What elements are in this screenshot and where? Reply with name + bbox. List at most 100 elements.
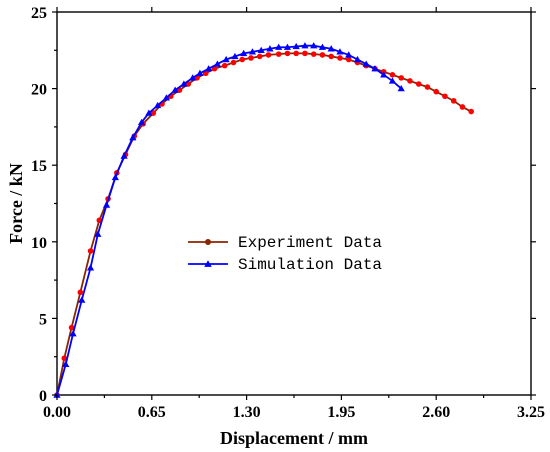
data-point [137, 118, 146, 126]
data-point [388, 77, 397, 84]
data-point [213, 60, 222, 67]
x-tick-label: 1.30 [233, 404, 261, 421]
y-tick-label: 25 [31, 5, 47, 22]
data-point [283, 43, 292, 50]
data-point [129, 134, 137, 141]
data-point [189, 74, 197, 81]
plot-area [56, 11, 532, 396]
data-point [318, 43, 327, 50]
legend-label: Simulation Data [238, 256, 382, 274]
x-tick-label: 3.25 [517, 404, 545, 421]
data-point [86, 264, 95, 271]
x-axis-title: Displacement / mm [220, 428, 368, 448]
data-point [302, 50, 308, 57]
x-tick-label: 0.65 [138, 404, 166, 421]
legend-item: Experiment Data [188, 234, 382, 252]
data-point [362, 60, 370, 67]
data-point [310, 42, 318, 49]
data-point [407, 78, 413, 84]
data-point [310, 51, 317, 57]
data-point [102, 201, 111, 208]
data-point [345, 51, 353, 58]
data-point [231, 52, 239, 60]
data-point [62, 360, 70, 368]
data-point [450, 98, 457, 104]
data-point [371, 65, 379, 72]
data-point [459, 104, 466, 110]
data-point [240, 49, 248, 57]
data-point [87, 248, 94, 254]
series-line [56, 44, 402, 396]
data-point [230, 59, 237, 66]
data-point [328, 53, 334, 60]
data-point [162, 94, 170, 101]
data-point [319, 52, 326, 58]
data-point [69, 330, 77, 337]
y-tick-label: 10 [31, 235, 47, 252]
data-point [275, 51, 282, 57]
series-simulation [53, 42, 405, 398]
y-tick-label: 15 [31, 158, 47, 175]
data-point [248, 48, 257, 55]
data-point [171, 86, 179, 93]
data-point [442, 93, 448, 100]
legend-item: Simulation Data [188, 256, 382, 274]
series-experiment [54, 50, 475, 398]
data-point [353, 55, 362, 63]
data-point [327, 45, 335, 52]
data-point [78, 296, 86, 303]
y-tick-label: 20 [31, 82, 47, 99]
data-point [68, 324, 75, 331]
legend: Experiment Data Simulation Data [188, 234, 382, 274]
data-point [205, 65, 213, 72]
data-point [77, 289, 84, 296]
y-tick-label: 5 [39, 311, 47, 328]
data-point [398, 75, 404, 81]
series-layer [53, 42, 475, 398]
data-point [397, 85, 405, 92]
data-point [266, 45, 274, 52]
legend-label: Experiment Data [238, 234, 382, 252]
data-point [196, 69, 204, 76]
data-point [94, 230, 102, 237]
series-line [56, 52, 472, 396]
y-axis-title: Force / kN [6, 163, 26, 244]
data-point [257, 46, 265, 53]
data-point [415, 81, 422, 87]
data-point [150, 110, 157, 116]
data-point [301, 42, 309, 49]
data-point [293, 50, 299, 57]
data-point [389, 72, 396, 78]
data-point [145, 109, 153, 116]
data-point [424, 84, 431, 90]
data-point [180, 80, 188, 87]
data-point [468, 108, 475, 115]
plot-frame [56, 11, 532, 396]
legend-swatch-marker [205, 239, 211, 245]
data-point [292, 42, 300, 50]
data-point [380, 71, 388, 78]
data-point [284, 50, 291, 57]
data-point [275, 43, 283, 50]
data-point [256, 53, 263, 60]
data-point [337, 55, 343, 61]
data-point [120, 152, 128, 159]
data-point [154, 101, 162, 109]
data-point [265, 52, 272, 58]
data-point [345, 56, 352, 63]
data-point [336, 48, 344, 55]
x-tick-label: 1.95 [327, 404, 355, 421]
data-point [222, 55, 230, 63]
data-point [239, 56, 246, 63]
axes-layer: 0.00 0.65 1.30 1.95 2.60 3.25 0 5 10 15 20 25 [31, 5, 545, 421]
legend-swatch-marker [204, 260, 212, 267]
data-point [111, 173, 119, 181]
x-tick-label: 0.00 [43, 404, 71, 421]
data-point [248, 55, 254, 61]
x-tick-label: 2.60 [422, 404, 450, 421]
data-point [221, 62, 228, 69]
data-point [61, 355, 68, 362]
y-tick-label: 0 [39, 388, 47, 405]
